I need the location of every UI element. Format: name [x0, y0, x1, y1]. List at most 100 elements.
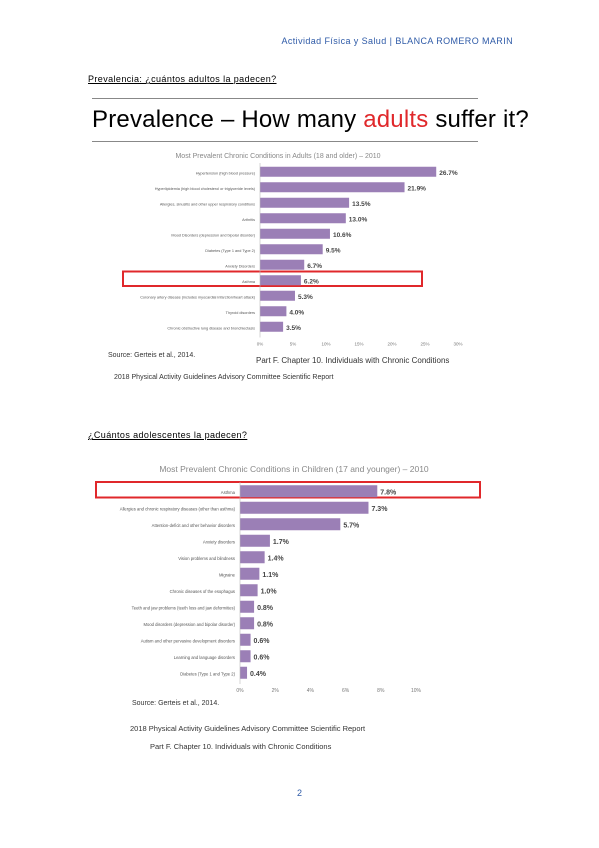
data-label: 10.6% — [333, 232, 352, 239]
category-label: Hypertension (high blood pressure) — [196, 171, 256, 175]
children-slide: Most Prevalent Chronic Conditions in Chi… — [94, 462, 488, 752]
bar — [260, 213, 346, 224]
slide-title-rule — [92, 141, 478, 142]
bar — [240, 551, 265, 564]
data-label: 0.4% — [250, 671, 267, 678]
category-label: Attention-deficit and other behavior dis… — [152, 523, 235, 528]
x-tick-label: 4% — [307, 688, 315, 694]
bar — [240, 666, 248, 679]
section-heading-adults: Prevalencia: ¿cuántos adultos la padecen… — [88, 74, 277, 84]
x-tick-label: 6% — [342, 688, 350, 694]
section-heading-adolescents: ¿Cuántos adolescentes la padecen? — [88, 430, 248, 440]
category-label: Allergies and chronic respiratory diseas… — [120, 506, 236, 511]
slide-top-rule — [92, 98, 478, 99]
category-label: Asthma — [242, 280, 256, 284]
bar — [240, 567, 260, 580]
highlight-box — [95, 481, 481, 499]
bar — [240, 617, 255, 630]
category-label: Coronary artery disease (includes myocar… — [140, 295, 256, 299]
category-label: Chronic diseases of the esophagus — [170, 589, 235, 594]
category-label: Migraine — [219, 572, 236, 577]
children-report: 2018 Physical Activity Guidelines Adviso… — [130, 724, 366, 733]
adults-report: 2018 Physical Activity Guidelines Adviso… — [114, 374, 334, 381]
data-label: 1.7% — [273, 539, 290, 546]
data-label: 0.6% — [254, 638, 271, 645]
x-tick-label: 30% — [453, 342, 462, 347]
category-label: Anxiety disorders — [203, 539, 235, 544]
bar — [260, 166, 437, 177]
bar — [240, 600, 255, 613]
data-label: 26.7% — [439, 170, 458, 177]
header-author: BLANCA ROMERO MARIN — [395, 36, 513, 46]
adults-part: Part F. Chapter 10. Individuals with Chr… — [256, 356, 450, 365]
data-label: 1.1% — [262, 572, 279, 579]
bar — [260, 306, 287, 317]
slide-title-pre: Prevalence – How many — [92, 106, 364, 133]
header-course: Actividad Física y Salud — [281, 36, 387, 46]
bar — [260, 244, 323, 255]
header-separator: | — [389, 36, 393, 46]
data-label: 1.0% — [261, 588, 278, 595]
bar — [260, 321, 284, 332]
adults-slide: Prevalence – How many adults suffer it? … — [92, 98, 529, 388]
adults-source: Source: Gerteis et al., 2014. — [108, 352, 196, 359]
data-label: 5.3% — [298, 294, 313, 301]
adults-slide-title: Prevalence – How many adults suffer it? — [92, 106, 529, 134]
highlight-box — [122, 270, 423, 287]
category-label: Mood Disorders (depression and bipolar d… — [171, 233, 255, 237]
category-label: Mood disorders (depression and bipolar d… — [144, 622, 236, 627]
slide-title-post: suffer it? — [428, 106, 529, 133]
category-label: Thyroid disorders — [226, 311, 255, 315]
page-number: 2 — [297, 788, 303, 798]
category-label: Anxiety Disorders — [225, 264, 255, 268]
bar — [240, 485, 378, 498]
data-label: 7.8% — [380, 489, 397, 496]
data-label: 5.7% — [343, 522, 360, 529]
data-label: 0.8% — [257, 605, 274, 612]
data-label: 9.5% — [326, 247, 341, 254]
data-label: 13.5% — [352, 201, 371, 208]
page-header: Actividad Física y Salud | BLANCA ROMERO M… — [281, 36, 513, 46]
children-part: Part F. Chapter 10. Individuals with Chr… — [150, 742, 332, 751]
bar — [240, 501, 369, 514]
data-label: 3.5% — [286, 325, 301, 332]
data-label: 7.3% — [371, 506, 388, 513]
x-tick-label: 2% — [272, 688, 280, 694]
bar — [260, 259, 305, 270]
x-tick-label: 0% — [257, 342, 264, 347]
bar — [260, 228, 330, 239]
children-chart: Most Prevalent Chronic Conditions in Chi… — [95, 464, 481, 694]
bar — [260, 290, 295, 301]
category-label: Teeth and jaw problems (teeth loss and j… — [132, 605, 236, 610]
category-label: Asthma — [221, 490, 236, 495]
bar — [240, 518, 341, 531]
category-label: Hyperlipidemia (high blood cholesterol o… — [155, 187, 256, 191]
bar — [260, 275, 301, 286]
x-tick-label: 15% — [354, 342, 363, 347]
x-tick-label: 25% — [420, 342, 429, 347]
category-label: Allergies, sinusitis and other upper res… — [160, 202, 255, 206]
x-tick-label: 10% — [321, 342, 330, 347]
x-tick-label: 8% — [377, 688, 385, 694]
bar — [260, 197, 350, 208]
bar — [260, 182, 405, 193]
category-label: Learning and language disorders — [174, 655, 235, 660]
category-label: Autism and other pervasive development d… — [141, 638, 235, 643]
category-label: Chronic obstructive lung disease and bro… — [167, 326, 255, 330]
x-tick-label: 0% — [236, 688, 244, 694]
bar — [240, 534, 270, 547]
data-label: 0.6% — [254, 654, 271, 661]
x-tick-label: 10% — [411, 688, 422, 694]
data-label: 4.0% — [289, 309, 304, 316]
data-label: 6.7% — [307, 263, 322, 270]
chart-title: Most Prevalent Chronic Conditions in Adu… — [175, 153, 380, 160]
category-label: Diabetes (Type 1 and Type 2) — [205, 249, 255, 253]
slide-title-accent: adults — [363, 106, 429, 133]
adults-chart: Most Prevalent Chronic Conditions in Adu… — [122, 153, 463, 347]
data-label: 21.9% — [408, 185, 427, 192]
data-label: 13.0% — [349, 216, 368, 223]
category-label: Vision problems and blindness — [178, 556, 235, 561]
category-label: Arthritis — [242, 218, 255, 222]
data-label: 1.4% — [268, 555, 285, 562]
children-source: Source: Gerteis et al., 2014. — [132, 700, 220, 707]
